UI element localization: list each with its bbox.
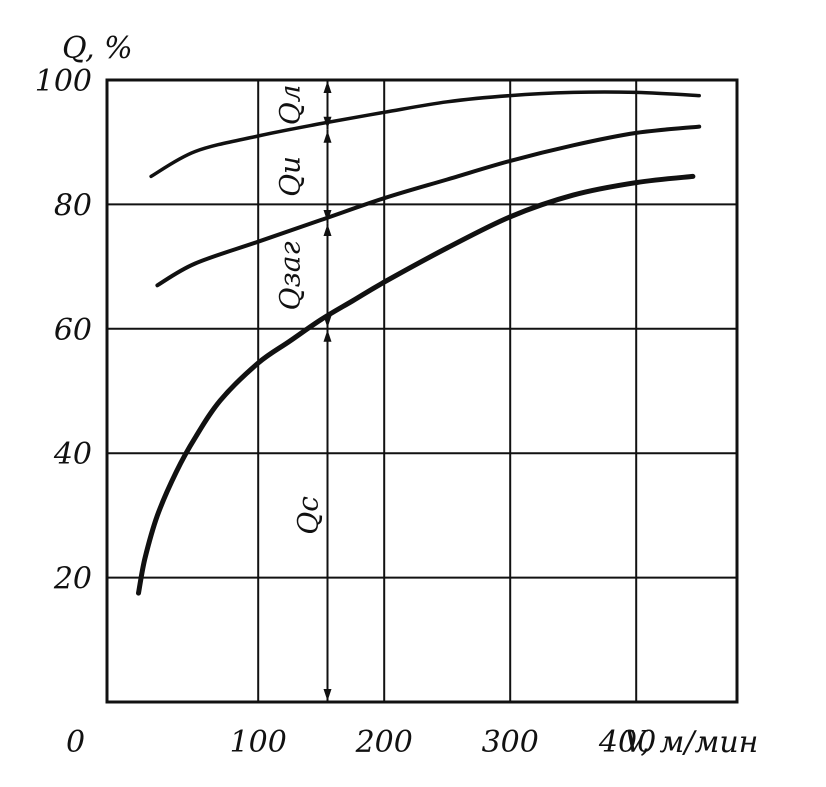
arrow-head <box>323 224 332 237</box>
series-group <box>136 90 702 596</box>
y-tick-label: 60 <box>54 313 92 348</box>
origin-label: 0 <box>66 725 85 760</box>
grid <box>105 78 739 704</box>
x-axis-title: V, м/мин <box>624 725 758 760</box>
arrow-head <box>323 116 332 129</box>
series-line-3 <box>136 173 696 596</box>
series-line-2 <box>155 124 702 288</box>
arrow-head <box>323 329 332 342</box>
y-axis-title: Q, % <box>62 31 133 66</box>
x-tick-label: 200 <box>355 725 413 760</box>
plot-frame <box>105 78 739 704</box>
x-tick-label: 100 <box>230 725 287 760</box>
y-tick-label: 80 <box>54 188 92 223</box>
series-line-1 <box>149 90 701 179</box>
annotations-group: Qл Qи Qзаг Qc <box>274 80 332 702</box>
annotation-label: Qи <box>274 156 307 197</box>
annotation-label: Qc <box>292 496 325 535</box>
y-tick-label: 20 <box>53 562 92 597</box>
labels-group: Q, % V, м/мин 0 100 200 300 400 20 40 60 80 100 <box>35 31 759 760</box>
arrow-head <box>323 130 332 143</box>
annotation-label: Qзаг <box>274 241 307 310</box>
annotation-label: Qл <box>274 84 307 125</box>
arrow-head <box>323 210 332 223</box>
x-tick-label: 400 <box>598 725 656 760</box>
arrow-head <box>323 81 332 93</box>
arrow-head <box>323 315 332 328</box>
y-tick-label: 40 <box>53 437 92 472</box>
y-tick-label: 100 <box>35 64 92 99</box>
x-tick-label: 300 <box>482 725 539 760</box>
arrow-head <box>323 689 332 701</box>
